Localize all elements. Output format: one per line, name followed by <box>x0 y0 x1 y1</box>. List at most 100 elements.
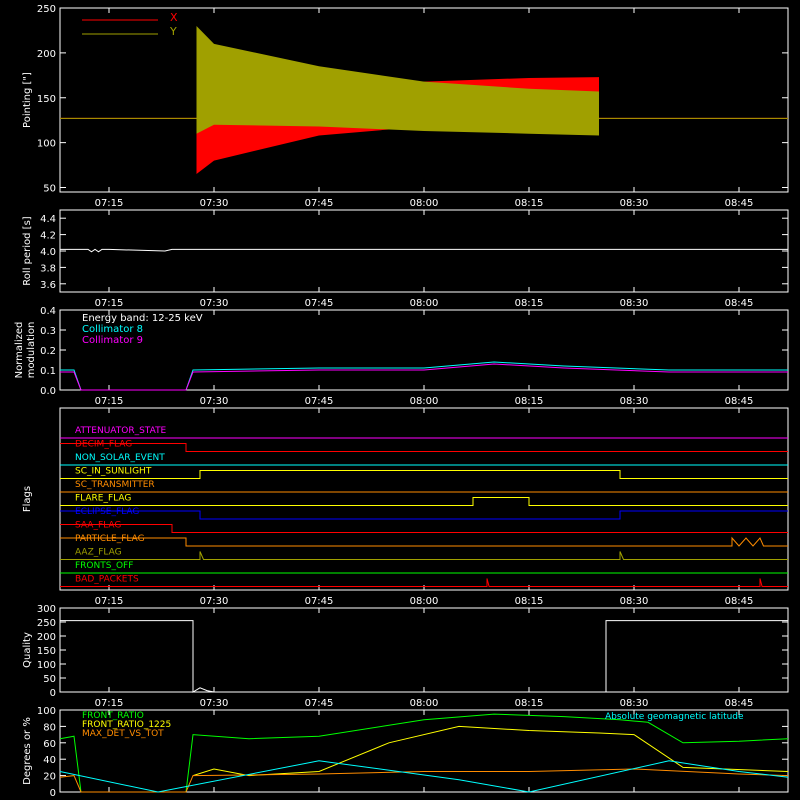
y-tick-label: 0.3 <box>40 326 56 337</box>
x-tick-label: 07:30 <box>200 396 229 407</box>
flag-label: SC_IN_SUNLIGHT <box>75 467 152 477</box>
x-tick-label: 08:15 <box>515 396 544 407</box>
y-tick-label: 4.4 <box>40 214 56 225</box>
x-tick-label: 07:15 <box>95 596 124 607</box>
y-axis-label: Normalized <box>14 322 25 379</box>
y-tick-label: 100 <box>37 660 56 671</box>
flag-label: SAA_FLAG <box>75 521 121 531</box>
flag-trace <box>60 536 788 547</box>
x-tick-label: 08:15 <box>515 698 544 709</box>
x-tick-label: 08:30 <box>620 396 649 407</box>
y-tick-label: 100 <box>37 139 56 150</box>
y-tick-label: 300 <box>37 604 56 615</box>
y-tick-label: 0.4 <box>40 306 56 317</box>
x-tick-label: 08:00 <box>410 198 439 209</box>
panel-frame <box>59 209 789 293</box>
y-tick-label: 150 <box>37 646 56 657</box>
flag-trace <box>60 510 788 520</box>
flag-label: ATTENUATOR_STATE <box>75 426 167 436</box>
flag-label: FRONTS_OFF <box>75 561 133 571</box>
y-tick-label: 0.0 <box>40 386 56 397</box>
x-tick-label: 07:15 <box>95 298 124 309</box>
flag-trace <box>60 551 788 560</box>
x-tick-label: 08:00 <box>410 396 439 407</box>
y-tick-label: 200 <box>37 632 56 643</box>
flag-label: AAZ_FLAG <box>75 548 122 558</box>
x-tick-label: 08:30 <box>620 698 649 709</box>
flag-trace <box>60 578 788 587</box>
x-tick-label: 07:45 <box>305 198 334 209</box>
flag-trace <box>60 443 788 452</box>
y-tick-label: 0.1 <box>40 366 56 377</box>
legend-label: FRONT_RATIO_1225 <box>82 720 171 730</box>
x-tick-label: 08:30 <box>620 298 649 309</box>
y-tick-label: 0 <box>50 688 56 699</box>
panel-frame <box>59 407 789 591</box>
legend-label: MAX_DET_VS_TOT <box>82 729 164 739</box>
y-tick-label: 0 <box>50 788 56 799</box>
flag-label: DECIM_FLAG <box>75 440 132 450</box>
x-tick-label: 08:15 <box>515 298 544 309</box>
legend-label: FRONT_RATIO <box>82 711 144 721</box>
x-tick-label: 07:45 <box>305 396 334 407</box>
series-modulation-line <box>60 363 788 391</box>
y-tick-label: 50 <box>43 184 56 195</box>
series-ratio-line <box>59 768 789 793</box>
legend-label: Collimator 8 <box>82 324 143 335</box>
y-tick-label: 60 <box>43 739 56 750</box>
x-tick-label: 07:45 <box>305 698 334 709</box>
x-tick-label: 07:30 <box>200 698 229 709</box>
x-tick-label: 07:30 <box>200 298 229 309</box>
y-tick-label: 80 <box>43 722 56 733</box>
y-axis-label: Roll period [s] <box>22 216 33 285</box>
x-tick-label: 07:15 <box>95 198 124 209</box>
y-tick-label: 100 <box>37 706 56 717</box>
flag-trace <box>60 497 788 506</box>
y-axis-label: modulation <box>26 322 37 379</box>
x-tick-label: 08:00 <box>410 698 439 709</box>
y-tick-label: 4.2 <box>40 231 56 242</box>
flag-label: PARTICLE_FLAG <box>75 534 145 544</box>
x-tick-label: 07:15 <box>95 698 124 709</box>
x-tick-label: 08:00 <box>410 298 439 309</box>
flag-label: ECLIPSE_FLAG <box>75 507 139 517</box>
quality-line <box>60 620 788 693</box>
x-tick-label: 07:15 <box>95 396 124 407</box>
x-tick-label: 08:15 <box>515 198 544 209</box>
y-axis-label: Degrees or % <box>22 717 33 785</box>
y-tick-label: 3.6 <box>40 280 56 291</box>
y-tick-label: 20 <box>43 772 56 783</box>
flag-label: NON_SOLAR_EVENT <box>75 453 165 463</box>
x-tick-label: 08:45 <box>725 596 754 607</box>
y-tick-label: 200 <box>37 49 56 60</box>
x-tick-label: 08:45 <box>725 298 754 309</box>
y-axis-label: Flags <box>22 486 33 512</box>
x-tick-label: 07:30 <box>200 198 229 209</box>
flag-trace <box>60 524 788 533</box>
legend-label: Y <box>169 25 177 38</box>
x-tick-label: 08:15 <box>515 596 544 607</box>
y-tick-label: 250 <box>37 4 56 15</box>
y-tick-label: 3.8 <box>40 263 56 274</box>
x-tick-label: 08:45 <box>725 396 754 407</box>
x-tick-label: 07:30 <box>200 596 229 607</box>
y-tick-label: 50 <box>43 674 56 685</box>
flag-label: FLARE_FLAG <box>75 494 131 504</box>
series-y-band <box>196 26 599 136</box>
y-tick-label: 40 <box>43 755 56 766</box>
series-ratio-line <box>192 725 789 777</box>
x-tick-label: 08:30 <box>620 596 649 607</box>
y-axis-label: Quality <box>22 632 33 668</box>
x-tick-label: 08:30 <box>620 198 649 209</box>
x-tick-label: 08:45 <box>725 698 754 709</box>
flag-label: SC_TRANSMITTER <box>75 480 155 490</box>
y-tick-label: 250 <box>37 618 56 629</box>
y-tick-label: 150 <box>37 94 56 105</box>
flag-trace <box>60 470 788 479</box>
legend-label: Absolute geomagnetic latitude <box>605 712 744 722</box>
legend-label: Collimator 9 <box>82 335 143 346</box>
legend-label: Energy band: 12-25 keV <box>82 313 203 324</box>
flag-label: BAD_PACKETS <box>75 575 139 585</box>
x-tick-label: 07:45 <box>305 298 334 309</box>
